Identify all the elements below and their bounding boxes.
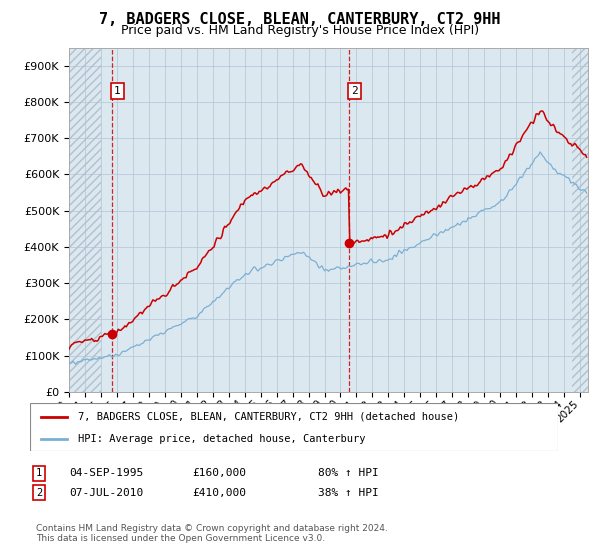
Text: £410,000: £410,000 (192, 488, 246, 498)
Text: 1: 1 (36, 468, 42, 478)
Text: 38% ↑ HPI: 38% ↑ HPI (318, 488, 379, 498)
Text: 2: 2 (36, 488, 42, 498)
Text: 1: 1 (114, 86, 121, 96)
Text: 7, BADGERS CLOSE, BLEAN, CANTERBURY, CT2 9HH: 7, BADGERS CLOSE, BLEAN, CANTERBURY, CT2… (99, 12, 501, 27)
Text: Price paid vs. HM Land Registry's House Price Index (HPI): Price paid vs. HM Land Registry's House … (121, 24, 479, 36)
Text: Contains HM Land Registry data © Crown copyright and database right 2024.
This d: Contains HM Land Registry data © Crown c… (36, 524, 388, 543)
Text: 80% ↑ HPI: 80% ↑ HPI (318, 468, 379, 478)
Text: £160,000: £160,000 (192, 468, 246, 478)
Text: 7, BADGERS CLOSE, BLEAN, CANTERBURY, CT2 9HH (detached house): 7, BADGERS CLOSE, BLEAN, CANTERBURY, CT2… (77, 412, 459, 422)
Text: HPI: Average price, detached house, Canterbury: HPI: Average price, detached house, Cant… (77, 434, 365, 444)
Text: 04-SEP-1995: 04-SEP-1995 (69, 468, 143, 478)
Text: 07-JUL-2010: 07-JUL-2010 (69, 488, 143, 498)
Text: 2: 2 (351, 86, 358, 96)
